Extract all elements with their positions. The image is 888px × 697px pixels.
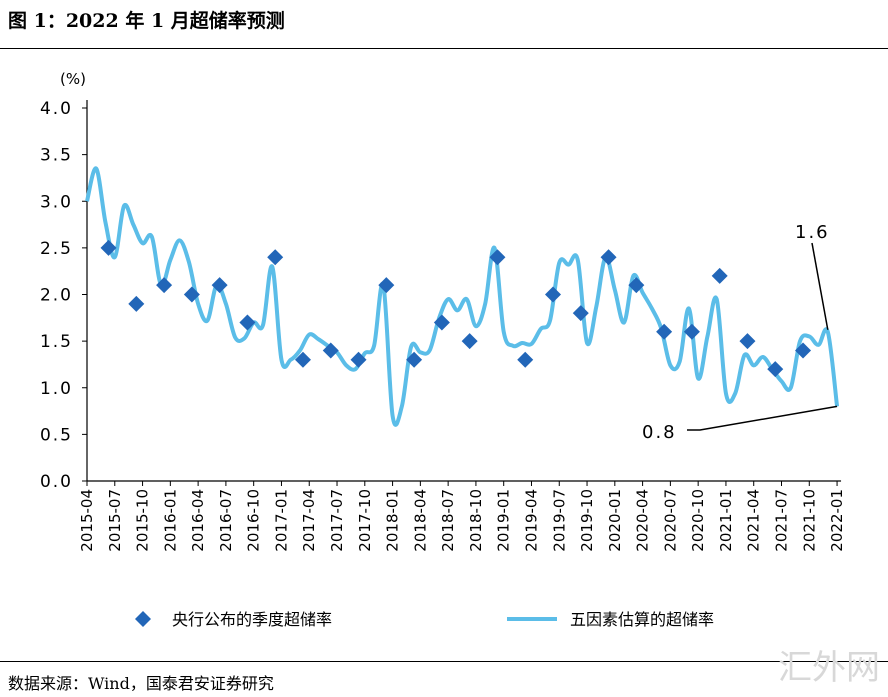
pboc-diamond-point	[183, 286, 200, 303]
x-tick-label: 2015-07	[106, 489, 124, 552]
pboc-diamond-point	[517, 351, 534, 368]
x-tick-label: 2016-10	[245, 489, 263, 552]
legend-label-estimate: 五因素估算的超储率	[570, 610, 714, 629]
x-tick-label: 2017-04	[300, 489, 318, 552]
pboc-diamond-point	[739, 333, 756, 350]
watermark: 汇外网	[778, 648, 880, 688]
title-rule	[0, 48, 888, 49]
estimate-series-line	[85, 166, 840, 427]
x-tick-label: 2016-01	[161, 489, 179, 552]
x-tick-label: 2020-04	[634, 489, 652, 552]
x-tick-label: 2017-07	[328, 489, 346, 552]
pboc-diamond-point	[350, 351, 367, 368]
x-tick-label: 2017-01	[272, 489, 290, 552]
pboc-diamond-point	[795, 342, 812, 359]
pboc-diamond-point	[711, 267, 728, 284]
x-tick-label: 2016-07	[217, 489, 235, 552]
x-tick-label: 2017-10	[356, 489, 374, 552]
x-tick-label: 2018-10	[467, 489, 485, 552]
pboc-diamond-point	[378, 277, 395, 294]
x-tick-label: 2022-01	[828, 489, 846, 552]
y-unit-label: (%)	[60, 70, 86, 88]
y-tick-label: 2.0	[40, 286, 73, 306]
pboc-diamond-point	[322, 342, 339, 359]
x-tick-label: 2021-01	[717, 489, 735, 552]
y-tick-label: 1.0	[40, 379, 73, 399]
x-tick-label: 2018-01	[384, 489, 402, 552]
x-tick-label: 2019-07	[550, 489, 568, 552]
x-tick-label: 2020-10	[689, 489, 707, 552]
x-tick-label: 2019-01	[495, 489, 513, 552]
x-tick-label: 2019-04	[522, 489, 540, 552]
x-tick-label: 2020-07	[661, 489, 679, 552]
y-tick-label: 3.5	[40, 146, 73, 166]
x-tick-label: 2019-10	[578, 489, 596, 552]
y-tick-label: 2.5	[40, 239, 73, 259]
y-tick-label: 1.5	[40, 332, 73, 352]
x-tick-label: 2021-10	[800, 489, 818, 552]
pboc-diamond-point	[294, 351, 311, 368]
x-tick-label: 2020-01	[606, 489, 624, 552]
pboc-diamond-point	[461, 333, 478, 350]
figure-title: 图 1：2022 年 1 月超储率预测	[8, 10, 285, 32]
pboc-diamond-point	[628, 277, 645, 294]
x-tick-label: 2021-04	[745, 489, 763, 552]
pboc-diamond-point	[100, 239, 117, 256]
pboc-diamond-point	[489, 249, 506, 266]
x-tick-label: 2018-07	[439, 489, 457, 552]
source-rule	[0, 661, 888, 662]
pboc-diamond-point	[156, 277, 173, 294]
pboc-diamond-point	[433, 314, 450, 331]
pboc-diamond-point	[211, 277, 228, 294]
x-tick-label: 2021-07	[773, 489, 791, 552]
y-tick-label: 3.0	[40, 192, 73, 212]
pboc-diamond-point	[128, 295, 145, 312]
x-tick-label: 2015-10	[134, 489, 152, 552]
annotation-leader-0-8	[687, 405, 838, 431]
pboc-diamond-point	[683, 323, 700, 340]
legend-label-pboc: 央行公布的季度超储率	[172, 610, 332, 629]
y-tick-label: 4.0	[40, 99, 73, 119]
pboc-diamond-point	[239, 314, 256, 331]
pboc-diamond-point	[545, 286, 561, 303]
y-tick-label: 0.5	[40, 425, 73, 445]
annotation-leader-1-6	[811, 242, 829, 330]
pboc-diamond-point	[767, 361, 784, 378]
pboc-diamond-point	[406, 351, 423, 368]
pboc-diamond-point	[656, 323, 673, 340]
x-tick-label: 2016-04	[189, 489, 207, 552]
x-tick-label: 2018-04	[411, 489, 429, 552]
pboc-diamond-point	[572, 305, 589, 322]
annotation-0-8: 0.8	[642, 422, 677, 443]
pboc-diamond-point	[267, 249, 284, 266]
annotation-1-6: 1.6	[795, 222, 830, 243]
legend-diamond-marker	[135, 611, 151, 627]
source-note: 数据来源：Wind，国泰君安证券研究	[8, 674, 274, 693]
pboc-diamond-point	[600, 249, 617, 266]
y-tick-label: 0.0	[40, 472, 73, 492]
x-tick-label: 2015-04	[78, 489, 96, 552]
